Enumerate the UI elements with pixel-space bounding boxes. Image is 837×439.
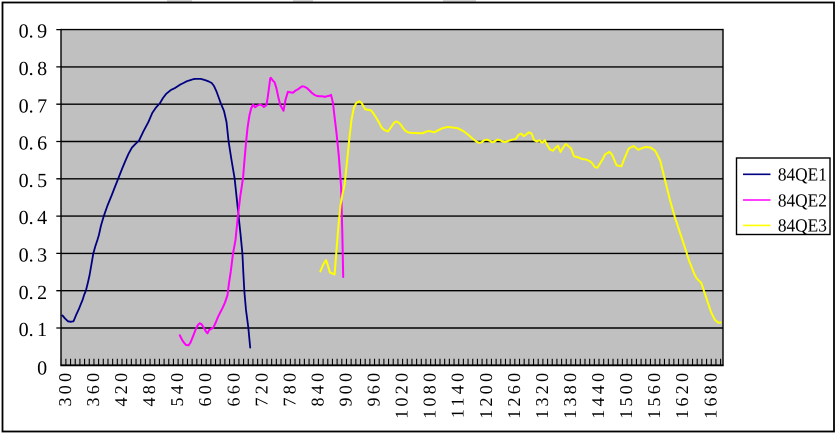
svg-text:480: 480: [139, 370, 159, 407]
svg-text:420: 420: [111, 370, 131, 407]
svg-text:84QE2: 84QE2: [778, 191, 827, 211]
svg-text:1080: 1080: [420, 370, 440, 419]
svg-text:720: 720: [251, 370, 271, 407]
svg-text:960: 960: [364, 370, 384, 407]
svg-text:0.9: 0. 9: [19, 21, 48, 43]
svg-text:1380: 1380: [560, 370, 580, 419]
svg-text:840: 840: [307, 370, 327, 407]
svg-text:1020: 1020: [392, 370, 412, 419]
svg-text:0.6: 0. 6: [19, 133, 48, 155]
svg-text:0.4: 0. 4: [19, 207, 48, 229]
svg-text:1680: 1680: [700, 370, 720, 419]
svg-text:1140: 1140: [448, 370, 468, 419]
svg-text:1200: 1200: [476, 370, 496, 419]
svg-text:0.3: 0. 3: [19, 245, 48, 267]
svg-text:660: 660: [223, 370, 243, 407]
svg-text:0.8: 0. 8: [19, 58, 48, 80]
svg-text:1320: 1320: [532, 370, 552, 419]
svg-text:0: 0: [37, 358, 47, 380]
svg-text:780: 780: [279, 370, 299, 407]
svg-text:0.1: 0. 1: [19, 319, 48, 341]
svg-text:84QE1: 84QE1: [778, 166, 827, 186]
svg-text:0.7: 0. 7: [19, 95, 48, 117]
svg-text:1620: 1620: [672, 370, 692, 419]
svg-text:360: 360: [83, 370, 103, 407]
svg-text:1500: 1500: [616, 370, 636, 419]
svg-text:600: 600: [195, 370, 215, 407]
svg-text:900: 900: [336, 370, 356, 407]
svg-text:1260: 1260: [504, 370, 524, 419]
svg-text:84QE3: 84QE3: [778, 217, 827, 237]
svg-text:1440: 1440: [588, 370, 608, 419]
svg-text:1560: 1560: [644, 370, 664, 419]
svg-text:300: 300: [55, 370, 75, 407]
svg-text:540: 540: [167, 370, 187, 407]
svg-text:0.5: 0. 5: [19, 170, 48, 192]
svg-text:0.2: 0. 2: [19, 282, 48, 304]
